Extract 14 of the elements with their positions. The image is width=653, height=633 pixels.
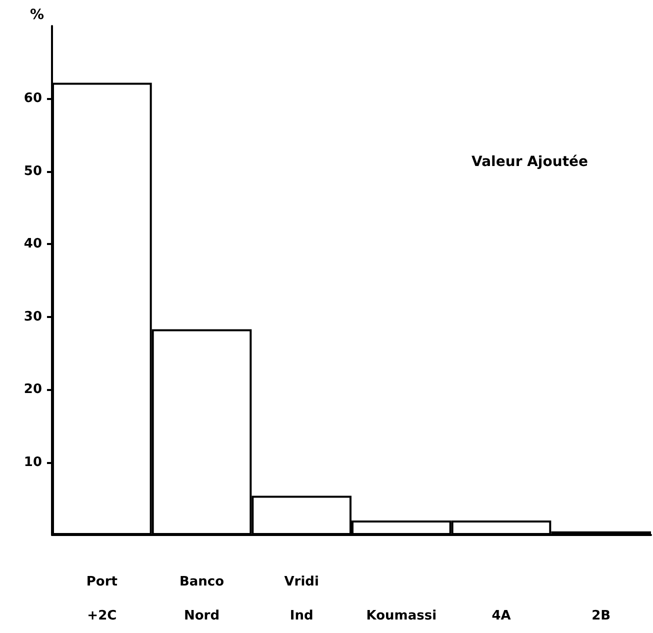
text: Valeur Ajoutée [472,154,588,170]
y-tick-label: 40 [24,236,42,252]
category-label: Banco Nord [179,574,224,624]
x-tick-label: Koumassi [366,608,437,624]
y-tick-label: 30 [24,309,42,324]
y-tick-label: 10 [24,454,42,470]
category-label: Port +2C [86,574,118,624]
y-tick-label: 20 [24,382,42,398]
y-tick-label: 60 [24,91,42,106]
y-tick-label: 50 [24,164,42,179]
x-tick-label: 4A [492,608,511,624]
x-tick-label: 2B [592,608,611,624]
y-axis-title: % [30,7,44,23]
category-label: Vridi Ind [284,574,319,624]
